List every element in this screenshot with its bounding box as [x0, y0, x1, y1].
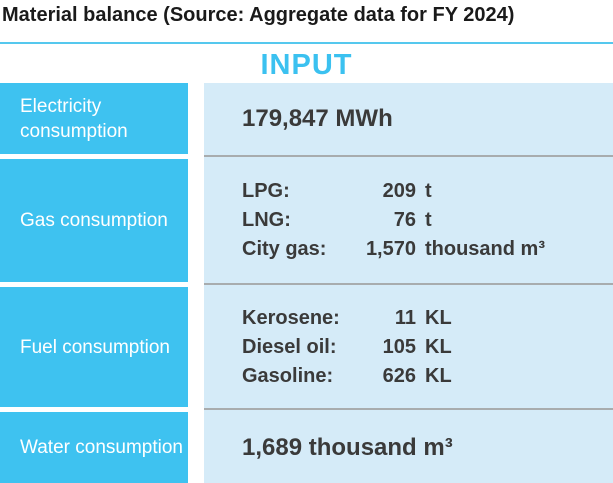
item-name: Kerosene: [242, 306, 340, 329]
gas-line-lpg: LPG: 209 t [242, 177, 613, 206]
item-unit: KL [425, 306, 452, 329]
row-separator [0, 282, 613, 287]
item-value: 105 [382, 335, 416, 358]
material-balance-table: Electricity consumption 179,847 MWh Gas … [0, 83, 613, 483]
row-value-gas: LPG: 209 t LNG: 76 t City gas: 1,570 tho… [204, 159, 613, 282]
item-unit: KL [425, 364, 452, 387]
fuel-line-gasoline: Gasoline: 626 KL [242, 362, 613, 391]
item-name: City gas: [242, 238, 327, 260]
row-separator [0, 407, 613, 412]
row-value-fuel: Kerosene: 11 KL Diesel oil: 105 KL Gasol… [204, 287, 613, 407]
separator-left [0, 407, 188, 412]
item-unit: t [425, 209, 432, 231]
table-row-gas: Gas consumption LPG: 209 t LNG: 76 t Cit… [0, 159, 613, 282]
electricity-value: 179,847 MWh [242, 104, 393, 132]
item-name: LPG: [242, 180, 290, 202]
row-value-electricity: 179,847 MWh [204, 83, 613, 154]
separator-right [204, 407, 613, 412]
page-title: Material balance (Source: Aggregate data… [2, 4, 515, 26]
separator-right [204, 154, 613, 159]
item-value: 11 [394, 306, 416, 329]
top-divider-line [0, 42, 613, 44]
separator-left [0, 154, 188, 159]
row-separator [0, 154, 613, 159]
row-label-gas: Gas consumption [0, 159, 188, 282]
row-label-text: Water consumption [20, 437, 183, 458]
row-label-electricity: Electricity consumption [0, 83, 188, 154]
row-label-text: Gas consumption [20, 210, 168, 231]
item-name: Diesel oil: [242, 335, 337, 358]
item-unit: t [425, 180, 432, 202]
item-value: 1,570 [365, 238, 416, 260]
gas-line-city-gas: City gas: 1,570 thousand m³ [242, 235, 613, 264]
water-value: 1,689 thousand m³ [242, 433, 453, 461]
row-label-text: Fuel consumption [20, 336, 170, 358]
item-value: 76 [393, 209, 416, 231]
row-label-fuel: Fuel consumption [0, 287, 188, 407]
gas-line-lng: LNG: 76 t [242, 206, 613, 235]
table-row-electricity: Electricity consumption 179,847 MWh [0, 83, 613, 154]
row-label-text: Electricity consumption [20, 95, 128, 142]
fuel-line-kerosene: Kerosene: 11 KL [242, 304, 613, 333]
table-row-water: Water consumption 1,689 thousand m³ [0, 412, 613, 483]
item-name: Gasoline: [242, 364, 334, 387]
separator-left [0, 282, 188, 287]
row-label-water: Water consumption [0, 412, 188, 483]
item-name: LNG: [242, 209, 291, 231]
section-header-input: INPUT [260, 49, 353, 81]
table-row-fuel: Fuel consumption Kerosene: 11 KL Diesel … [0, 287, 613, 407]
item-unit: KL [425, 335, 452, 358]
item-unit: thousand m³ [425, 238, 545, 260]
separator-right [204, 282, 613, 287]
fuel-line-diesel: Diesel oil: 105 KL [242, 333, 613, 362]
row-value-water: 1,689 thousand m³ [204, 412, 613, 483]
item-value: 626 [382, 364, 416, 387]
item-value: 209 [382, 180, 416, 202]
